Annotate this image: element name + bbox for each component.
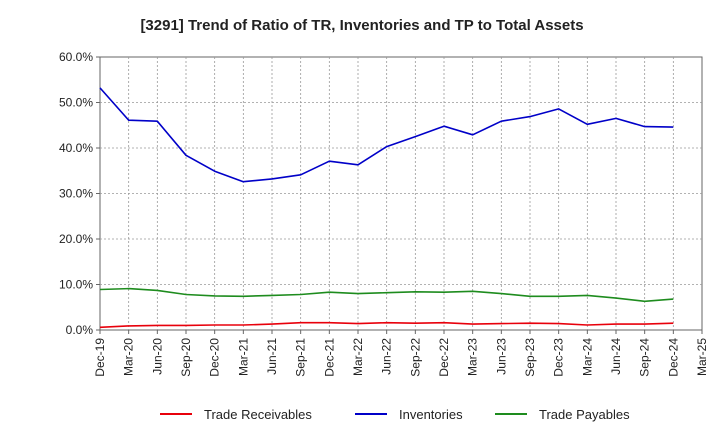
x-tick-label: Jun-20 [150,338,164,375]
x-tick-label: Sep-21 [294,338,308,377]
x-tick-label: Mar-25 [695,338,709,376]
x-tick-label: Dec-24 [666,338,680,377]
series-lines [99,87,674,329]
x-tick-label: Dec-22 [437,338,451,377]
y-tick-label: 40.0% [59,141,93,155]
chart-title: [3291] Trend of Ratio of TR, Inventories… [140,17,583,34]
x-tick-label: Dec-20 [208,338,222,377]
y-tick-label: 20.0% [59,232,93,246]
x-tick-label: Sep-20 [179,338,193,377]
x-tick-label: Mar-20 [122,338,136,376]
x-tick-label: Dec-21 [322,338,336,377]
x-tick-label: Sep-23 [523,338,537,377]
x-tick-label: Dec-23 [552,338,566,377]
x-tick-label: Jun-22 [380,338,394,375]
y-tick-label: 60.0% [59,50,93,64]
x-tick-label: Mar-21 [236,338,250,376]
series-line-trade-payables [99,287,674,303]
series-line-trade-receivables [99,321,674,329]
x-tick-label: Jun-23 [494,338,508,375]
y-tick-label: 10.0% [59,278,93,292]
y-axis: 0.0% 10.0% 20.0% 30.0% 40.0% 50.0% 60.0% [59,50,100,337]
legend-label: Inventories [399,407,463,422]
x-tick-label: Sep-24 [638,338,652,377]
grid-lines [100,57,702,330]
x-tick-label: Jun-24 [609,338,623,375]
legend-label: Trade Receivables [204,407,312,422]
y-tick-label: 30.0% [59,187,93,201]
legend: Trade Receivables Inventories Trade Payabl… [160,407,630,422]
x-tick-label: Sep-22 [408,338,422,377]
x-axis: Dec-19 Mar-20 Jun-20 Sep-20 Dec-20 Mar-21 Jun-… [93,330,709,377]
x-tick-label: Mar-23 [466,338,480,376]
x-tick-label: Mar-22 [351,338,365,376]
x-tick-label: Mar-24 [580,338,594,376]
y-tick-label: 50.0% [59,96,93,110]
x-tick-label: Jun-21 [265,338,279,375]
y-tick-label: 0.0% [66,323,94,337]
legend-label: Trade Payables [539,407,630,422]
series-line-inventories [99,87,674,183]
x-tick-label: Dec-19 [93,338,107,377]
